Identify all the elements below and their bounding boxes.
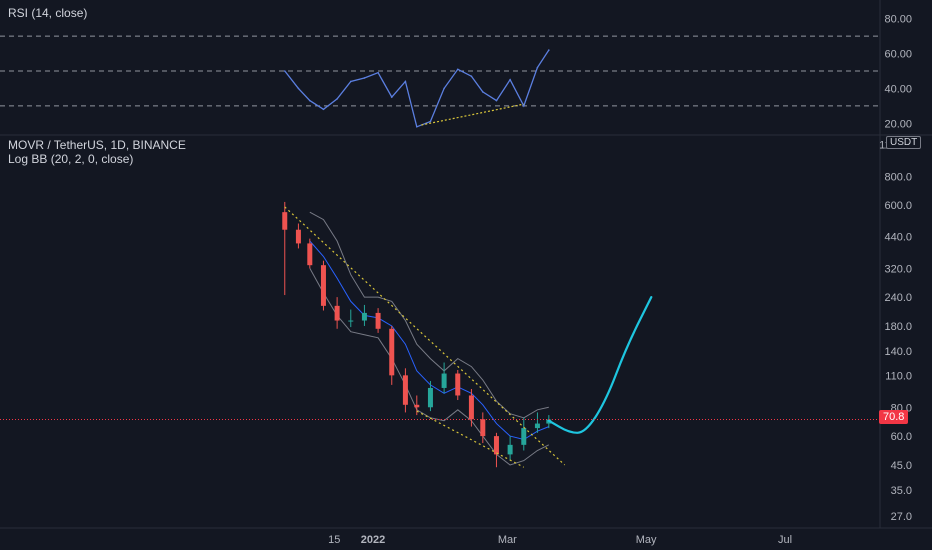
rsi-title: RSI (14, close) [8,6,88,20]
symbol-title[interactable]: MOVR / TetherUS, 1D, BINANCE [8,138,186,152]
candle-body [455,373,461,396]
rsi-point [309,99,311,102]
price-tick-label: 800.0 [884,171,912,183]
current-price-badge: 70.8 [879,410,909,424]
unit-badge[interactable]: USDT [886,136,922,149]
candle-body [414,404,420,408]
rsi-point [470,75,473,78]
rsi-point [322,108,325,111]
rsi-point [548,49,550,51]
projection-curve [547,296,653,434]
rsi-point [297,87,300,90]
candle-body [493,436,499,455]
rsi-tick-label: 60.00 [884,49,912,61]
rsi-point [429,120,432,123]
price-tick-label: 60.0 [891,431,912,443]
candle-body [295,229,301,244]
rsi-point [443,87,445,90]
candle-body [389,328,395,376]
price-tick-label: 180.0 [884,321,912,333]
price-trendline [284,206,566,466]
bb-upper-band [309,211,549,419]
candle-body [348,320,354,322]
time-tick-label: 2022 [361,534,385,546]
rsi-tick-label: 20.00 [884,118,912,130]
candle-body [282,212,288,230]
time-tick-label: May [636,534,657,546]
price-tick-label: 35.0 [891,485,912,497]
rsi-point [349,80,352,83]
rsi-point [415,125,418,128]
rsi-point [536,66,539,69]
price-tick-label: 600.0 [884,200,912,212]
candle-body [307,243,313,266]
candle-body [480,419,486,437]
rsi-point [390,96,393,98]
price-tick-label: 45.0 [891,460,912,472]
candle-body [375,312,381,329]
rsi-tick-label: 80.00 [884,14,912,26]
rsi-point [404,80,407,83]
price-tick-label: 240.0 [884,292,912,304]
candle-body [468,395,474,420]
rsi-point [482,91,484,93]
candle-body [361,312,367,321]
rsi-point [509,78,511,81]
price-tick-label: 440.0 [884,231,912,243]
candle-body [441,373,447,388]
rsi-line [284,49,550,128]
candle-body [507,444,513,455]
rsi-trendline [421,103,524,126]
candle-body [521,428,527,445]
rsi-point [336,98,338,100]
rsi-point [495,99,498,102]
rsi-tick-label: 40.00 [884,83,912,95]
candle-body [534,423,540,429]
price-tick-label: 110.0 [885,370,912,382]
candle-body [402,375,408,405]
price-tick-label: 320.0 [884,263,912,275]
candle-body [427,387,433,408]
price-tick-label: 140.0 [884,346,912,358]
rsi-point [363,77,366,79]
price-trendline [416,410,525,468]
rsi-point [522,105,525,107]
price-tick-label: 27.0 [891,511,912,523]
time-tick-label: Mar [498,534,517,546]
time-tick-label: Jul [778,534,792,546]
rsi-point [377,71,379,74]
indicator-title[interactable]: Log BB (20, 2, 0, close) [8,152,134,166]
candle-body [334,305,340,321]
rsi-point [456,68,459,71]
time-tick-label: 15 [328,534,340,546]
rsi-point [283,70,286,72]
candle-body [320,265,326,306]
bb-lower-band [309,268,550,466]
